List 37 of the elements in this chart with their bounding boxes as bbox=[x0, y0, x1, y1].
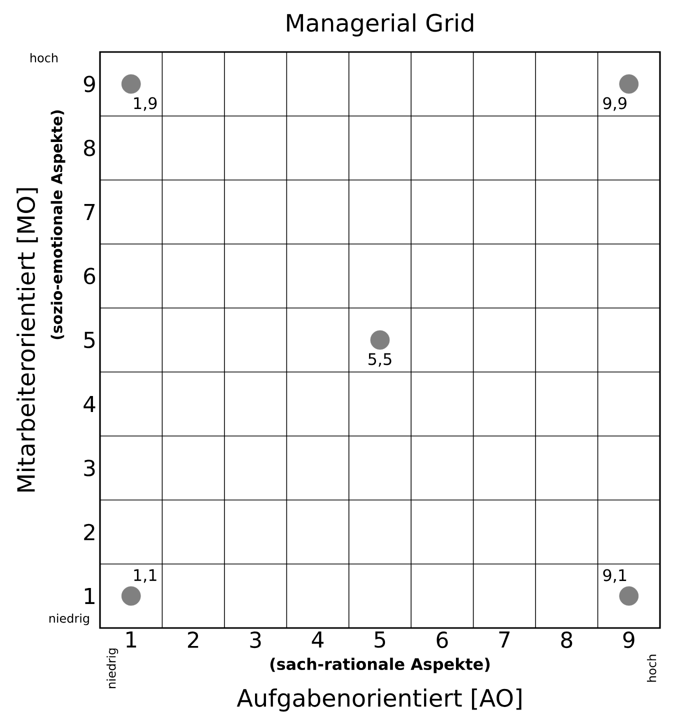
y-tick-label: 3 bbox=[84, 460, 95, 476]
x-tick-label: 6 bbox=[436, 632, 448, 648]
y-tick-label: 8 bbox=[84, 140, 95, 156]
point bbox=[121, 74, 141, 94]
text: (sozio-emotionale Aspekte) bbox=[50, 110, 66, 340]
x-tick-label: 9 bbox=[623, 632, 634, 648]
chart-title: Managerial Grid bbox=[287, 13, 474, 36]
y-tick-label: 2 bbox=[84, 524, 94, 540]
x-tick-label: 4 bbox=[312, 632, 324, 648]
point bbox=[121, 586, 141, 606]
text: niedrig bbox=[49, 614, 89, 626]
y-axis-title: Mitarbeiterorientiert [MO] bbox=[16, 188, 38, 492]
point bbox=[619, 586, 639, 606]
x-tick-label: 7 bbox=[499, 632, 510, 648]
point bbox=[619, 74, 639, 94]
y-tick-label: 5 bbox=[84, 332, 95, 348]
x-tick-label: 1 bbox=[126, 632, 136, 648]
y-tick-label: 4 bbox=[84, 396, 96, 412]
text: hoch bbox=[30, 53, 58, 62]
x-tick-label: 2 bbox=[188, 632, 198, 648]
text: niedrig bbox=[106, 648, 118, 688]
annotation: 9,9 bbox=[603, 97, 626, 111]
text: hoch bbox=[646, 654, 656, 682]
text: (sach-rationale Aspekte) bbox=[270, 658, 490, 674]
y-tick-label: 1 bbox=[84, 588, 94, 604]
y-tick-label: 6 bbox=[84, 268, 96, 284]
annotation: 9,1 bbox=[603, 569, 626, 583]
y-tick-label: 7 bbox=[84, 204, 95, 220]
y-tick-label: 9 bbox=[84, 76, 95, 92]
point bbox=[370, 330, 390, 350]
x-tick-label: 3 bbox=[250, 632, 261, 648]
x-tick-label: 8 bbox=[561, 632, 572, 648]
x-axis-title: Aufgabenorientiert [AO] bbox=[236, 688, 522, 712]
x-tick-label: 5 bbox=[374, 632, 386, 648]
annotation: 1,1 bbox=[134, 569, 156, 583]
annotation: 1,9 bbox=[134, 97, 157, 111]
annotation: 5,5 bbox=[368, 353, 392, 367]
